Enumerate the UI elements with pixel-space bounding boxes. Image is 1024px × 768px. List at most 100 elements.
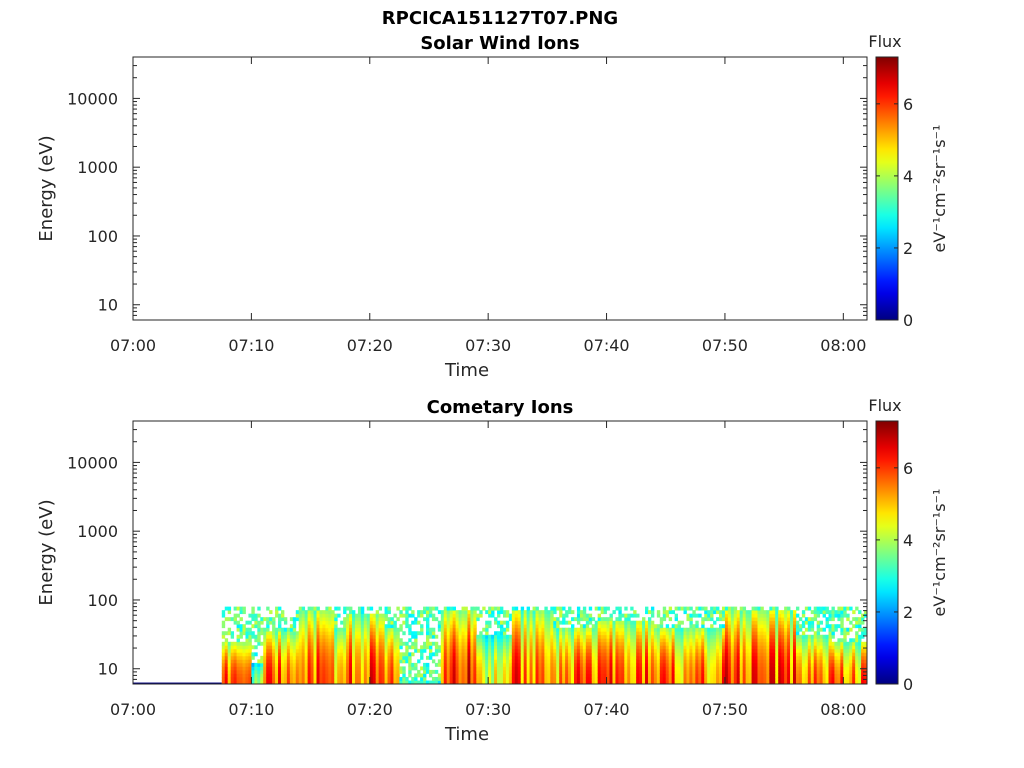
heatmap-cell bbox=[535, 655, 539, 660]
heatmap-cell bbox=[434, 634, 439, 639]
heatmap-cell bbox=[269, 676, 273, 681]
heatmap-cell bbox=[239, 631, 243, 636]
heatmap-cell bbox=[801, 624, 806, 629]
heatmap-cell bbox=[233, 641, 237, 646]
heatmap-cell bbox=[618, 652, 622, 657]
heatmap-cell bbox=[559, 613, 563, 618]
heatmap-cell bbox=[470, 676, 474, 681]
heatmap-cell bbox=[224, 655, 229, 660]
heatmap-cell bbox=[547, 613, 551, 618]
heatmap-cell bbox=[757, 617, 761, 622]
heatmap-cell bbox=[473, 673, 477, 678]
heatmap-cell bbox=[633, 648, 637, 653]
heatmap-cell bbox=[307, 627, 311, 632]
heatmap-cell bbox=[716, 655, 720, 660]
heatmap-cell bbox=[656, 638, 661, 643]
heatmap-cell bbox=[621, 648, 625, 653]
heatmap-cell bbox=[727, 673, 732, 678]
heatmap-cell bbox=[704, 673, 708, 678]
heatmap-cell bbox=[526, 676, 530, 681]
heatmap-cell bbox=[357, 662, 362, 667]
heatmap-cell bbox=[328, 620, 332, 625]
heatmap-cell bbox=[633, 669, 637, 674]
heatmap-cell bbox=[656, 641, 661, 646]
heatmap-cell bbox=[810, 617, 815, 622]
heatmap-cell bbox=[730, 676, 735, 681]
heatmap-cell bbox=[304, 662, 309, 667]
heatmap-cell bbox=[307, 631, 311, 636]
heatmap-cell bbox=[819, 638, 824, 643]
heatmap-cell bbox=[340, 666, 344, 671]
heatmap-cell bbox=[716, 659, 720, 664]
heatmap-cell bbox=[227, 648, 232, 653]
heatmap-cell bbox=[846, 659, 850, 664]
heatmap-cell bbox=[405, 648, 409, 653]
heatmap-cell bbox=[357, 613, 362, 618]
heatmap-cell bbox=[571, 610, 575, 615]
heatmap-cell bbox=[245, 648, 249, 653]
heatmap-cell bbox=[769, 620, 773, 625]
heatmap-cell bbox=[547, 638, 551, 643]
heatmap-cell bbox=[813, 655, 818, 660]
heatmap-cell bbox=[594, 638, 599, 643]
heatmap-cell bbox=[834, 652, 838, 657]
heatmap-cell bbox=[861, 680, 865, 685]
heatmap-cell bbox=[573, 631, 578, 636]
heatmap-cell bbox=[816, 655, 821, 660]
heatmap-cell bbox=[819, 655, 824, 660]
heatmap-cell bbox=[742, 638, 747, 643]
heatmap-cell bbox=[357, 655, 362, 660]
heatmap-cell bbox=[858, 624, 862, 629]
heatmap-cell bbox=[461, 662, 465, 667]
heatmap-cell bbox=[301, 627, 306, 632]
heatmap-cell bbox=[615, 617, 619, 622]
heatmap-cell bbox=[757, 673, 761, 678]
heatmap-cell bbox=[417, 610, 421, 615]
heatmap-cell bbox=[340, 669, 344, 674]
heatmap-cell bbox=[541, 655, 545, 660]
heatmap-cell bbox=[594, 676, 599, 681]
heatmap-cell bbox=[790, 631, 794, 636]
heatmap-cell bbox=[337, 648, 341, 653]
heatmap-cell bbox=[360, 680, 365, 685]
heatmap-cell bbox=[795, 666, 800, 671]
heatmap-cell bbox=[659, 662, 664, 667]
heatmap-cell bbox=[840, 638, 844, 643]
heatmap-cell bbox=[304, 620, 309, 625]
heatmap-cell bbox=[801, 638, 806, 643]
heatmap-cell bbox=[452, 666, 457, 671]
heatmap-cell bbox=[683, 655, 687, 660]
heatmap-cell bbox=[843, 627, 847, 632]
heatmap-cell bbox=[795, 638, 800, 643]
heatmap-cell bbox=[497, 631, 501, 636]
heatmap-cell bbox=[331, 631, 335, 636]
heatmap-cell bbox=[233, 669, 237, 674]
heatmap-cell bbox=[739, 627, 744, 632]
heatmap-cell bbox=[585, 634, 590, 639]
heatmap-cell bbox=[597, 669, 602, 674]
heatmap-cell bbox=[316, 631, 320, 636]
heatmap-cell bbox=[689, 624, 693, 629]
heatmap-cell bbox=[656, 652, 661, 657]
heatmap-cell bbox=[787, 613, 791, 618]
heatmap-cell bbox=[769, 669, 773, 674]
heatmap-cell bbox=[337, 606, 341, 611]
heatmap-cell bbox=[532, 610, 536, 615]
heatmap-cell bbox=[304, 631, 309, 636]
heatmap-cell bbox=[366, 662, 371, 667]
heatmap-cell bbox=[710, 655, 714, 660]
heatmap-cell bbox=[849, 627, 853, 632]
heatmap-cell bbox=[378, 669, 383, 674]
heatmap-cell bbox=[541, 613, 545, 618]
heatmap-cell bbox=[784, 606, 788, 611]
heatmap-cell bbox=[485, 655, 489, 660]
heatmap-cell bbox=[275, 669, 279, 674]
heatmap-cell bbox=[298, 641, 303, 646]
heatmap-cell bbox=[224, 606, 229, 611]
heatmap-cell bbox=[790, 676, 794, 681]
heatmap-cell bbox=[837, 676, 841, 681]
heatmap-cell bbox=[541, 669, 545, 674]
heatmap-cell bbox=[275, 610, 279, 615]
heatmap-cell bbox=[633, 655, 637, 660]
heatmap-cell bbox=[272, 662, 276, 667]
